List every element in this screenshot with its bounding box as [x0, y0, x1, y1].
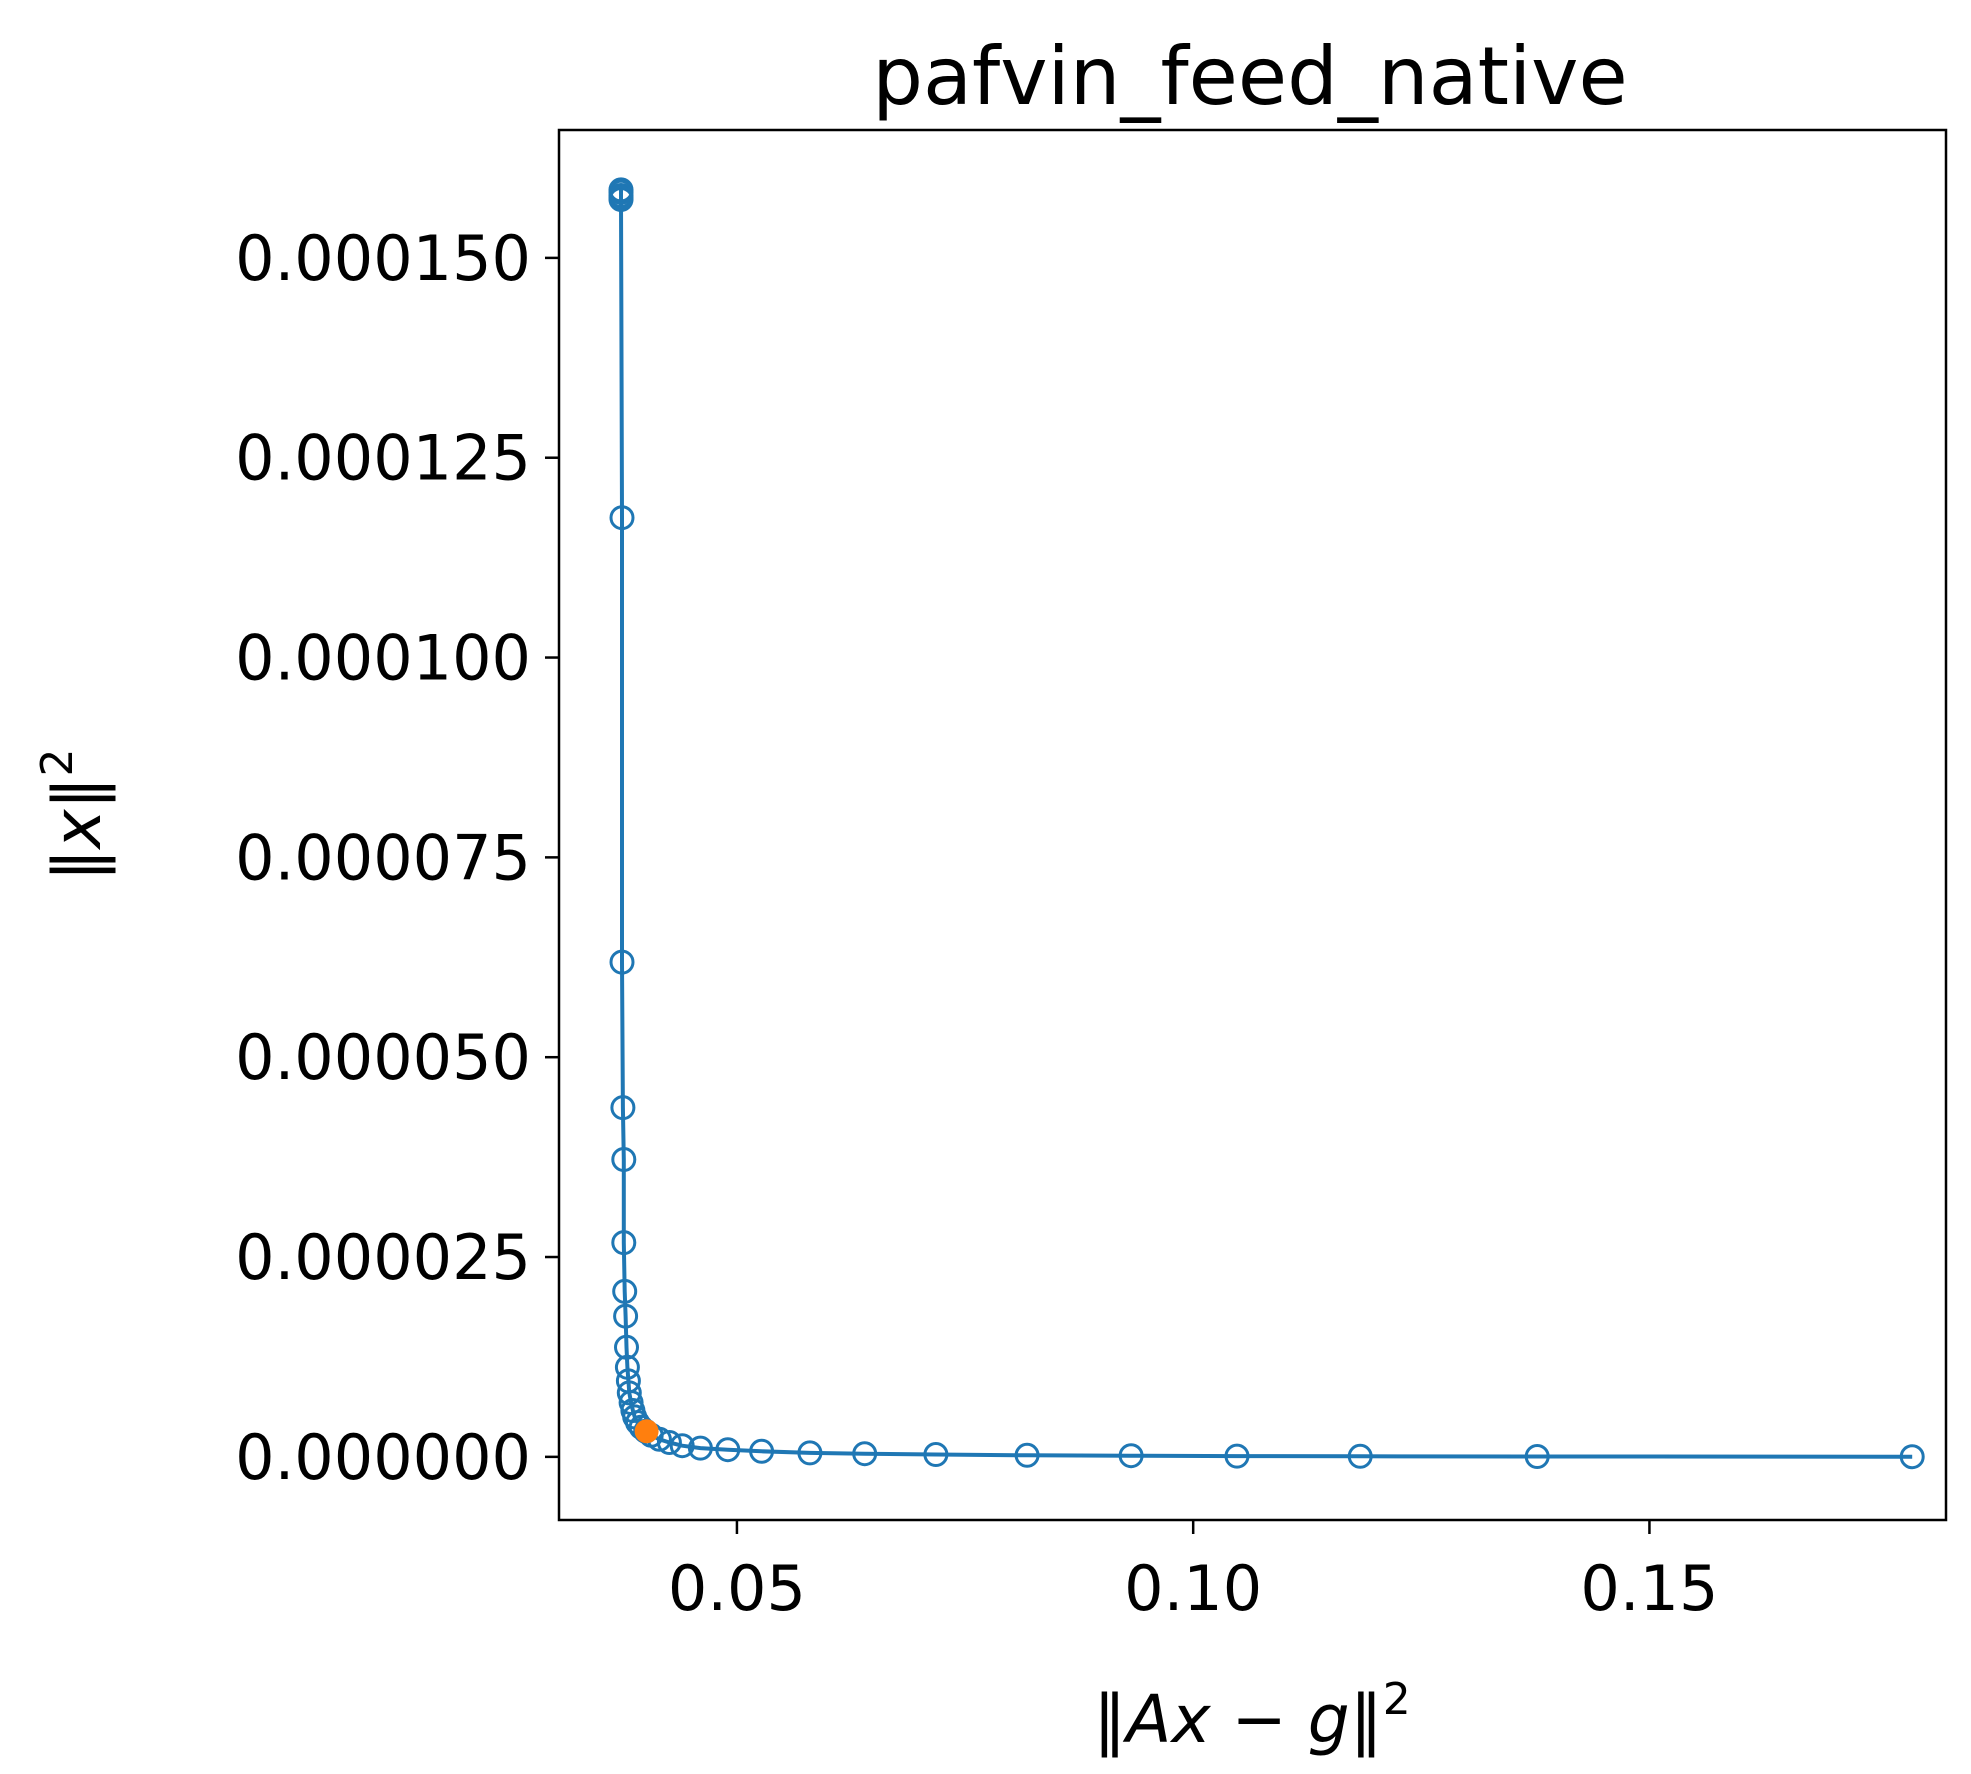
y-axis-ticks: 0.000000 0.000025 0.000050 0.000075 0.000100… — [235, 222, 559, 1494]
y-tick-label: 0.000075 — [235, 821, 531, 894]
series-layer — [610, 179, 1923, 1468]
y-tick-label: 0.000125 — [235, 422, 531, 495]
y-tick-label: 0.000025 — [235, 1221, 531, 1294]
plot-frame — [559, 130, 1946, 1520]
highlight-point — [635, 1419, 659, 1443]
chart-title: pafvin_feed_native — [872, 30, 1628, 123]
series-line — [621, 190, 1912, 1457]
y-tick-label: 0.000150 — [235, 222, 531, 295]
x-axis-ticks: 0.05 0.10 0.15 — [668, 1520, 1719, 1625]
x-tick-label: 0.05 — [668, 1552, 806, 1625]
x-axis-label: ‖Ax − g‖2 — [1093, 1674, 1410, 1758]
y-tick-label: 0.000100 — [235, 622, 531, 695]
y-tick-label: 0.000000 — [235, 1421, 531, 1494]
y-tick-label: 0.000050 — [235, 1021, 531, 1094]
x-tick-label: 0.15 — [1580, 1552, 1718, 1625]
y-axis-label: ‖x‖2 — [32, 748, 116, 881]
x-tick-label: 0.10 — [1124, 1552, 1262, 1625]
plot-area — [559, 130, 1946, 1520]
